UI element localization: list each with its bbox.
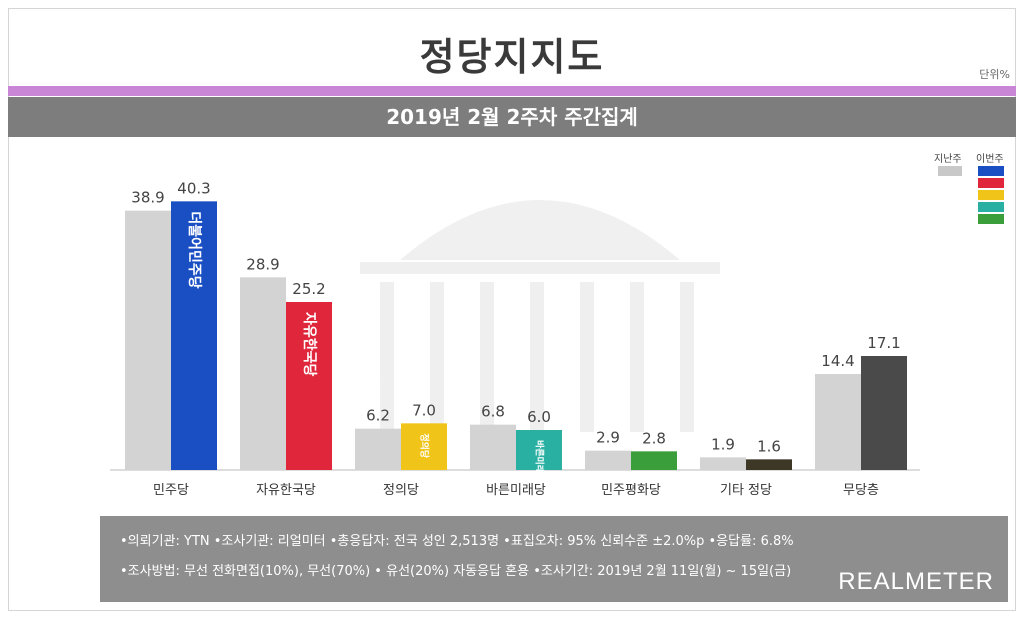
watermark-part-7 bbox=[630, 282, 644, 432]
bar-current-4 bbox=[631, 451, 677, 470]
category-label-5: 기타 정당 bbox=[720, 483, 772, 498]
legend-swatch-previous bbox=[938, 166, 962, 176]
bar-previous-5 bbox=[700, 457, 746, 470]
party-logo-3: 바른미래당 bbox=[534, 440, 546, 482]
data-label-previous-6: 14.4 bbox=[821, 352, 854, 370]
party-logo-1: 자유한국당 bbox=[301, 312, 318, 377]
unit-label: 단위% bbox=[979, 68, 1010, 81]
bar-current-3 bbox=[516, 430, 562, 470]
legend-swatch-current-4 bbox=[978, 214, 1004, 224]
legend-swatch-current-3 bbox=[978, 202, 1004, 212]
watermark-part-8 bbox=[680, 282, 694, 432]
page-title: 정당지지도 bbox=[419, 35, 605, 79]
footer-line-2: •조사방법: 무선 전화면접(10%), 무선(70%) • 유선(20%) 자… bbox=[120, 564, 792, 579]
bar-previous-0 bbox=[125, 210, 171, 470]
watermark-part-6 bbox=[580, 282, 594, 432]
category-label-2: 정의당 bbox=[383, 483, 419, 498]
accent-bar bbox=[8, 86, 1016, 96]
watermark-part-1 bbox=[360, 262, 720, 274]
building-watermark bbox=[360, 200, 720, 432]
data-label-previous-5: 1.9 bbox=[711, 435, 735, 453]
survey-info-footer: •의뢰기관: YTN •조사기관: 리얼미터 •총응답자: 전국 성인 2,51… bbox=[100, 516, 1008, 602]
bar-current-1 bbox=[286, 302, 332, 470]
bar-current-2 bbox=[401, 423, 447, 470]
legend-swatch-current-2 bbox=[978, 190, 1004, 200]
watermark-part-3 bbox=[430, 282, 444, 432]
watermark-part-5 bbox=[530, 282, 544, 432]
data-label-previous-2: 6.2 bbox=[366, 407, 390, 425]
category-label-4: 민주평화당 bbox=[601, 483, 661, 498]
bar-previous-6 bbox=[815, 374, 861, 470]
bar-previous-3 bbox=[470, 424, 516, 470]
data-label-current-6: 17.1 bbox=[867, 334, 900, 352]
watermark-part-4 bbox=[480, 282, 494, 432]
bar-current-5 bbox=[746, 459, 792, 470]
bar-previous-4 bbox=[585, 450, 631, 470]
watermark-part-0 bbox=[400, 200, 680, 260]
category-label-3: 바른미래당 bbox=[486, 483, 546, 498]
realmeter-logo: REALMETER bbox=[838, 568, 994, 595]
party-logo-0: 더불어민주당 bbox=[186, 211, 203, 288]
bar-previous-2 bbox=[355, 428, 401, 470]
data-label-previous-3: 6.8 bbox=[481, 403, 505, 421]
legend-label-previous: 지난주 bbox=[934, 154, 962, 165]
data-label-current-5: 1.6 bbox=[757, 437, 781, 455]
legend-label-current: 이번주 bbox=[976, 154, 1004, 165]
data-label-current-2: 7.0 bbox=[412, 401, 436, 419]
data-label-current-1: 25.2 bbox=[292, 280, 325, 298]
legend-swatch-current-0 bbox=[978, 166, 1004, 176]
chart-frame bbox=[8, 8, 1016, 611]
legend-swatch-current-1 bbox=[978, 178, 1004, 188]
bar-current-0 bbox=[171, 201, 217, 471]
bar-previous-1 bbox=[240, 277, 286, 470]
footer-line-1: •의뢰기관: YTN •조사기관: 리얼미터 •총응답자: 전국 성인 2,51… bbox=[120, 534, 794, 549]
category-label-1: 자유한국당 bbox=[256, 483, 316, 498]
data-label-current-0: 40.3 bbox=[177, 179, 210, 197]
category-label-6: 무당층 bbox=[843, 483, 879, 498]
subtitle-banner: 2019년 2월 2주차 주간집계 bbox=[8, 97, 1016, 137]
watermark-part-2 bbox=[380, 282, 394, 432]
data-label-current-3: 6.0 bbox=[527, 408, 551, 426]
data-label-previous-1: 28.9 bbox=[246, 255, 279, 273]
party-logo-2: 정의당 bbox=[419, 433, 431, 459]
bar-current-6 bbox=[861, 356, 907, 470]
data-label-previous-0: 38.9 bbox=[131, 189, 164, 207]
category-label-0: 민주당 bbox=[153, 483, 189, 498]
data-label-previous-4: 2.9 bbox=[596, 429, 620, 447]
data-label-current-4: 2.8 bbox=[642, 429, 666, 447]
